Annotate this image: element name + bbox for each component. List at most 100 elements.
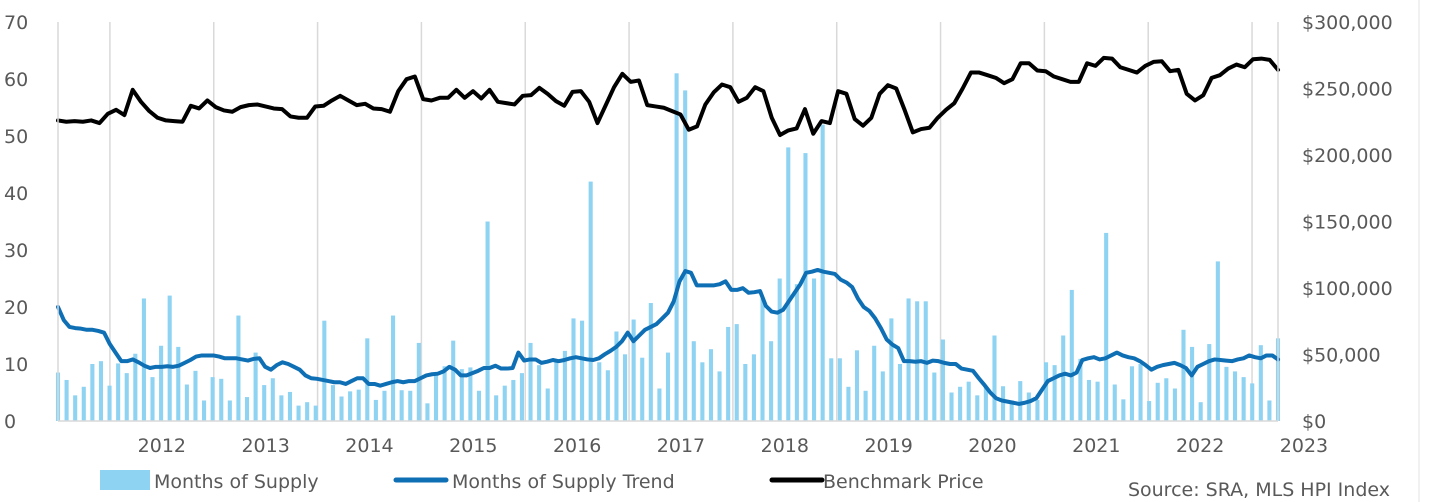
series-lines [56, 55, 1280, 406]
bar-months-of-supply [1035, 399, 1040, 421]
bar-months-of-supply [975, 395, 980, 421]
bar-months-of-supply [829, 358, 834, 421]
bar-months-of-supply [399, 390, 404, 421]
bar-months-of-supply [81, 386, 86, 421]
bar-months-of-supply [1250, 383, 1255, 421]
bar-months-of-supply [305, 402, 310, 421]
bar-months-of-supply [1061, 335, 1066, 421]
bar-months-of-supply [1241, 377, 1246, 421]
bar-months-of-supply [1258, 345, 1263, 421]
y-left-tick-label: 60 [4, 69, 28, 91]
bar-months-of-supply [846, 386, 851, 421]
bar-months-of-supply [330, 385, 335, 421]
bar-months-of-supply [777, 278, 782, 421]
bar-months-of-supply [90, 364, 95, 421]
legend-swatch-months-of-supply [100, 470, 150, 490]
bar-months-of-supply [1224, 366, 1229, 421]
x-tick-label: 2015 [449, 435, 497, 457]
bar-months-of-supply [1181, 329, 1186, 421]
y-right-tick-label: $250,000 [1302, 79, 1393, 101]
bar-months-of-supply [1164, 378, 1169, 421]
bar-months-of-supply [210, 377, 215, 421]
bar-months-of-supply [279, 395, 284, 421]
bar-months-of-supply [769, 341, 774, 421]
bar-months-of-supply [159, 345, 164, 421]
bar-months-of-supply [382, 390, 387, 421]
x-tick-label: 2018 [761, 435, 809, 457]
bar-months-of-supply [1207, 344, 1212, 421]
source-note: Source: SRA, MLS HPI Index [1128, 479, 1390, 501]
bar-months-of-supply [812, 278, 817, 421]
bar-months-of-supply [236, 315, 241, 421]
bar-months-of-supply [1147, 401, 1152, 421]
bar-months-of-supply [1267, 400, 1272, 421]
bar-months-of-supply [425, 403, 430, 421]
bar-months-of-supply [442, 366, 447, 421]
bar-months-of-supply [133, 353, 138, 421]
bar-months-of-supply [1009, 400, 1014, 421]
bar-months-of-supply [1129, 366, 1134, 421]
bar-months-of-supply [64, 379, 69, 421]
bar-months-of-supply [889, 318, 894, 421]
bar-months-of-supply [1172, 388, 1177, 421]
bar-months-of-supply [794, 284, 799, 421]
bar-months-of-supply [202, 400, 207, 421]
bar-months-of-supply [786, 147, 791, 421]
bar-months-of-supply [648, 303, 653, 421]
bar-months-of-supply [708, 349, 714, 421]
bar-months-of-supply [760, 298, 765, 421]
bar-months-of-supply [451, 340, 456, 421]
bar-months-of-supply [1138, 364, 1143, 421]
legend: Months of Supply Months of Supply Trend … [100, 470, 984, 493]
bar-months-of-supply [1112, 384, 1117, 421]
x-tick-label: 2023 [1280, 435, 1328, 457]
bar-months-of-supply [373, 399, 378, 421]
bar-months-of-supply [116, 363, 121, 421]
x-tick-label: 2016 [553, 435, 601, 457]
bar-months-of-supply [622, 354, 628, 421]
bar-months-of-supply [580, 320, 585, 421]
bar-months-of-supply [958, 386, 963, 421]
x-tick-label: 2021 [1072, 435, 1120, 457]
bar-months-of-supply [107, 385, 112, 421]
y-left-tick-label: 0 [4, 411, 16, 433]
y-left-tick-label: 30 [4, 240, 28, 262]
bar-months-of-supply [1095, 381, 1100, 421]
bar-months-of-supply [674, 73, 679, 422]
bar-months-of-supply [614, 331, 619, 421]
legend-label-benchmark-price: Benchmark Price [823, 471, 984, 493]
bar-months-of-supply [1155, 382, 1160, 421]
y-right-tick-label: $0 [1302, 411, 1326, 433]
months-of-supply-bars [55, 73, 1281, 422]
x-axis-ticks: 2012 2013 2014 2015 2016 2017 2018 2019 2020 2021… [138, 435, 1328, 457]
bar-months-of-supply [640, 357, 645, 421]
y-right-tick-label: $300,000 [1302, 12, 1393, 34]
bar-months-of-supply [176, 346, 181, 421]
x-tick-label: 2013 [241, 435, 289, 457]
bar-months-of-supply [1190, 346, 1195, 421]
bar-months-of-supply [1215, 261, 1220, 421]
x-tick-label: 2017 [657, 435, 705, 457]
bar-months-of-supply [365, 338, 370, 421]
bar-months-of-supply [545, 388, 550, 421]
y-left-tick-label: 50 [4, 126, 28, 148]
bar-months-of-supply [726, 326, 731, 421]
bar-months-of-supply [150, 377, 155, 421]
x-tick-label: 2019 [864, 435, 912, 457]
x-tick-label: 2014 [345, 435, 393, 457]
bar-months-of-supply [983, 386, 988, 421]
bar-months-of-supply [562, 350, 567, 421]
bar-months-of-supply [1026, 392, 1031, 421]
bar-months-of-supply [1104, 232, 1109, 421]
bar-months-of-supply [511, 379, 516, 421]
bar-months-of-supply [554, 361, 559, 421]
bar-months-of-supply [339, 396, 344, 421]
bar-months-of-supply [167, 295, 172, 421]
bar-months-of-supply [1018, 381, 1023, 421]
bar-months-of-supply [1078, 358, 1083, 421]
line-months-of-supply-trend [56, 267, 1280, 406]
bar-months-of-supply [98, 361, 104, 421]
y-axis-left-ticks: 0 10 20 30 40 50 60 70 [4, 12, 28, 433]
axes [57, 0, 1420, 502]
